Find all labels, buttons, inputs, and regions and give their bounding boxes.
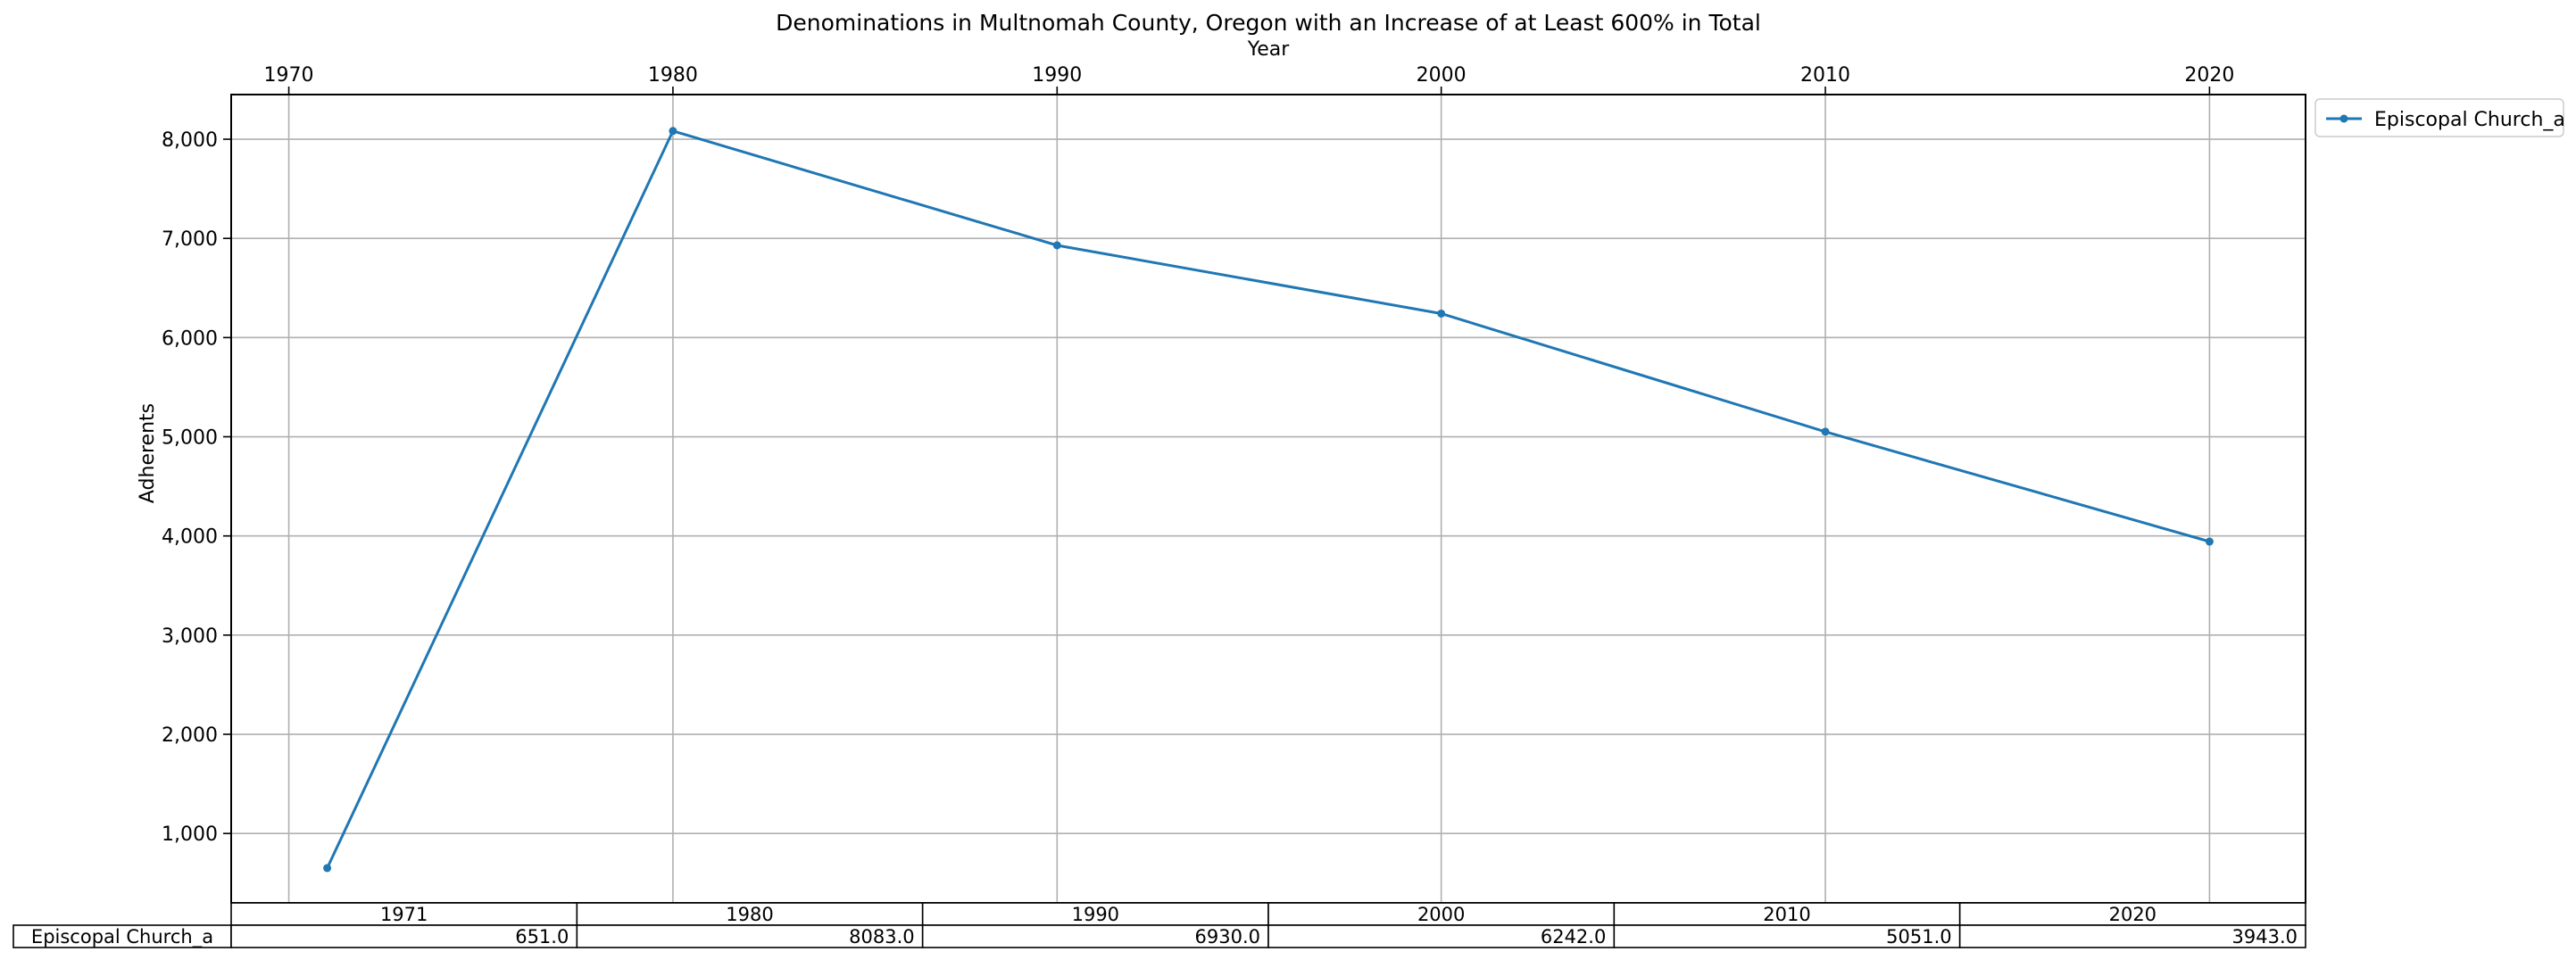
data-point [1437, 309, 1446, 318]
y-tick-label: 3,000 [162, 625, 218, 648]
table-cell-value: 6930.0 [1195, 926, 1260, 948]
table-cell-value: 651.0 [515, 926, 569, 948]
table-header-label: 2000 [1417, 904, 1465, 925]
x-tick-label: 1970 [264, 64, 314, 87]
y-tick-label: 1,000 [162, 823, 218, 846]
x-axis-label: Year [1247, 38, 1291, 61]
table-header-label: 1980 [726, 904, 773, 925]
table-header-cell [921, 902, 1269, 926]
table-cell-value: 6242.0 [1541, 926, 1606, 948]
data-point [1821, 427, 1830, 436]
legend: Episcopal Church_a [2314, 98, 2565, 137]
y-ticks: 1,000 2,000 3,000 4,000 5,000 6,000 7,000 8,000 [162, 129, 231, 846]
table-cell-value: 8083.0 [849, 926, 914, 948]
x-ticks: 1970 1980 1990 2000 2010 2020 [264, 64, 2234, 95]
table-cell [1267, 924, 1616, 948]
table-cell [921, 924, 1269, 948]
y-tick-label: 7,000 [162, 228, 218, 251]
table-header-label: 1971 [380, 904, 428, 925]
data-point [323, 864, 332, 873]
data-point [669, 127, 677, 136]
table-header-label: 1990 [1072, 904, 1119, 925]
table-header-label: 2020 [2109, 904, 2156, 925]
y-tick-label: 8,000 [162, 129, 218, 152]
y-tick-label: 2,000 [162, 724, 218, 747]
y-tick-label: 5,000 [162, 427, 218, 450]
x-tick-label: 1990 [1032, 64, 1082, 87]
series [323, 127, 2214, 873]
series-line [326, 128, 2210, 869]
data-point [2205, 537, 2214, 546]
table-row-label: Episcopal Church_a [31, 926, 213, 948]
x-tick-label: 2000 [1417, 64, 1467, 87]
legend-marker [2339, 114, 2348, 123]
chart-title: Denominations in Multnomah County, Orego… [776, 10, 1761, 36]
data-point [1052, 241, 1061, 250]
table-cell [576, 924, 924, 948]
x-tick-label: 2010 [1800, 64, 1850, 87]
table-header-cell [1958, 902, 2306, 926]
y-tick-label: 4,000 [162, 526, 218, 549]
table-header-label: 2010 [1763, 904, 1810, 925]
x-tick-label: 2020 [2184, 64, 2234, 87]
table-cell-value: 5051.0 [1886, 926, 1951, 948]
data-table: 1971 1980 1990 2000 2010 2020 Episcopal Church… [12, 902, 2306, 948]
table-header-cell [1613, 902, 1961, 926]
table-cell [230, 924, 578, 948]
y-axis-label: Adherents [137, 403, 159, 503]
x-tick-label: 1980 [648, 64, 698, 87]
legend-label: Episcopal Church_a [2374, 109, 2565, 131]
table-cell [1958, 924, 2306, 948]
y-tick-label: 6,000 [162, 327, 218, 350]
table-cell-value: 3943.0 [2232, 926, 2298, 948]
legend-box [2314, 98, 2564, 137]
